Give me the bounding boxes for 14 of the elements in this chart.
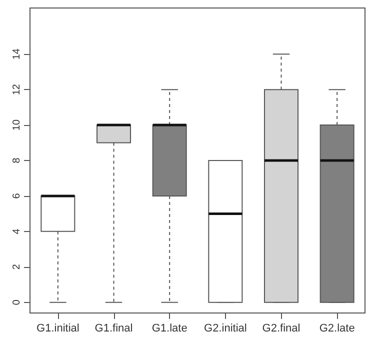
x-tick-label: G2.initial — [204, 322, 247, 334]
y-tick-label: 0 — [12, 299, 22, 306]
y-tick-label: 2 — [12, 264, 22, 270]
y-tick-label: 10 — [12, 119, 22, 131]
y-tick-label: 6 — [12, 192, 22, 199]
x-tick-label: G1.late — [152, 322, 188, 334]
x-tick-label: G1.final — [94, 322, 133, 334]
x-tick-label: G2.final — [262, 322, 300, 334]
y-tick-label: 8 — [12, 157, 22, 164]
y-tick-label: 12 — [12, 84, 22, 96]
x-tick-label: G2.late — [319, 322, 355, 334]
x-tick-label: G1.initial — [36, 322, 80, 334]
y-tick-label: 14 — [12, 48, 22, 60]
y-tick-label: 4 — [12, 228, 22, 234]
